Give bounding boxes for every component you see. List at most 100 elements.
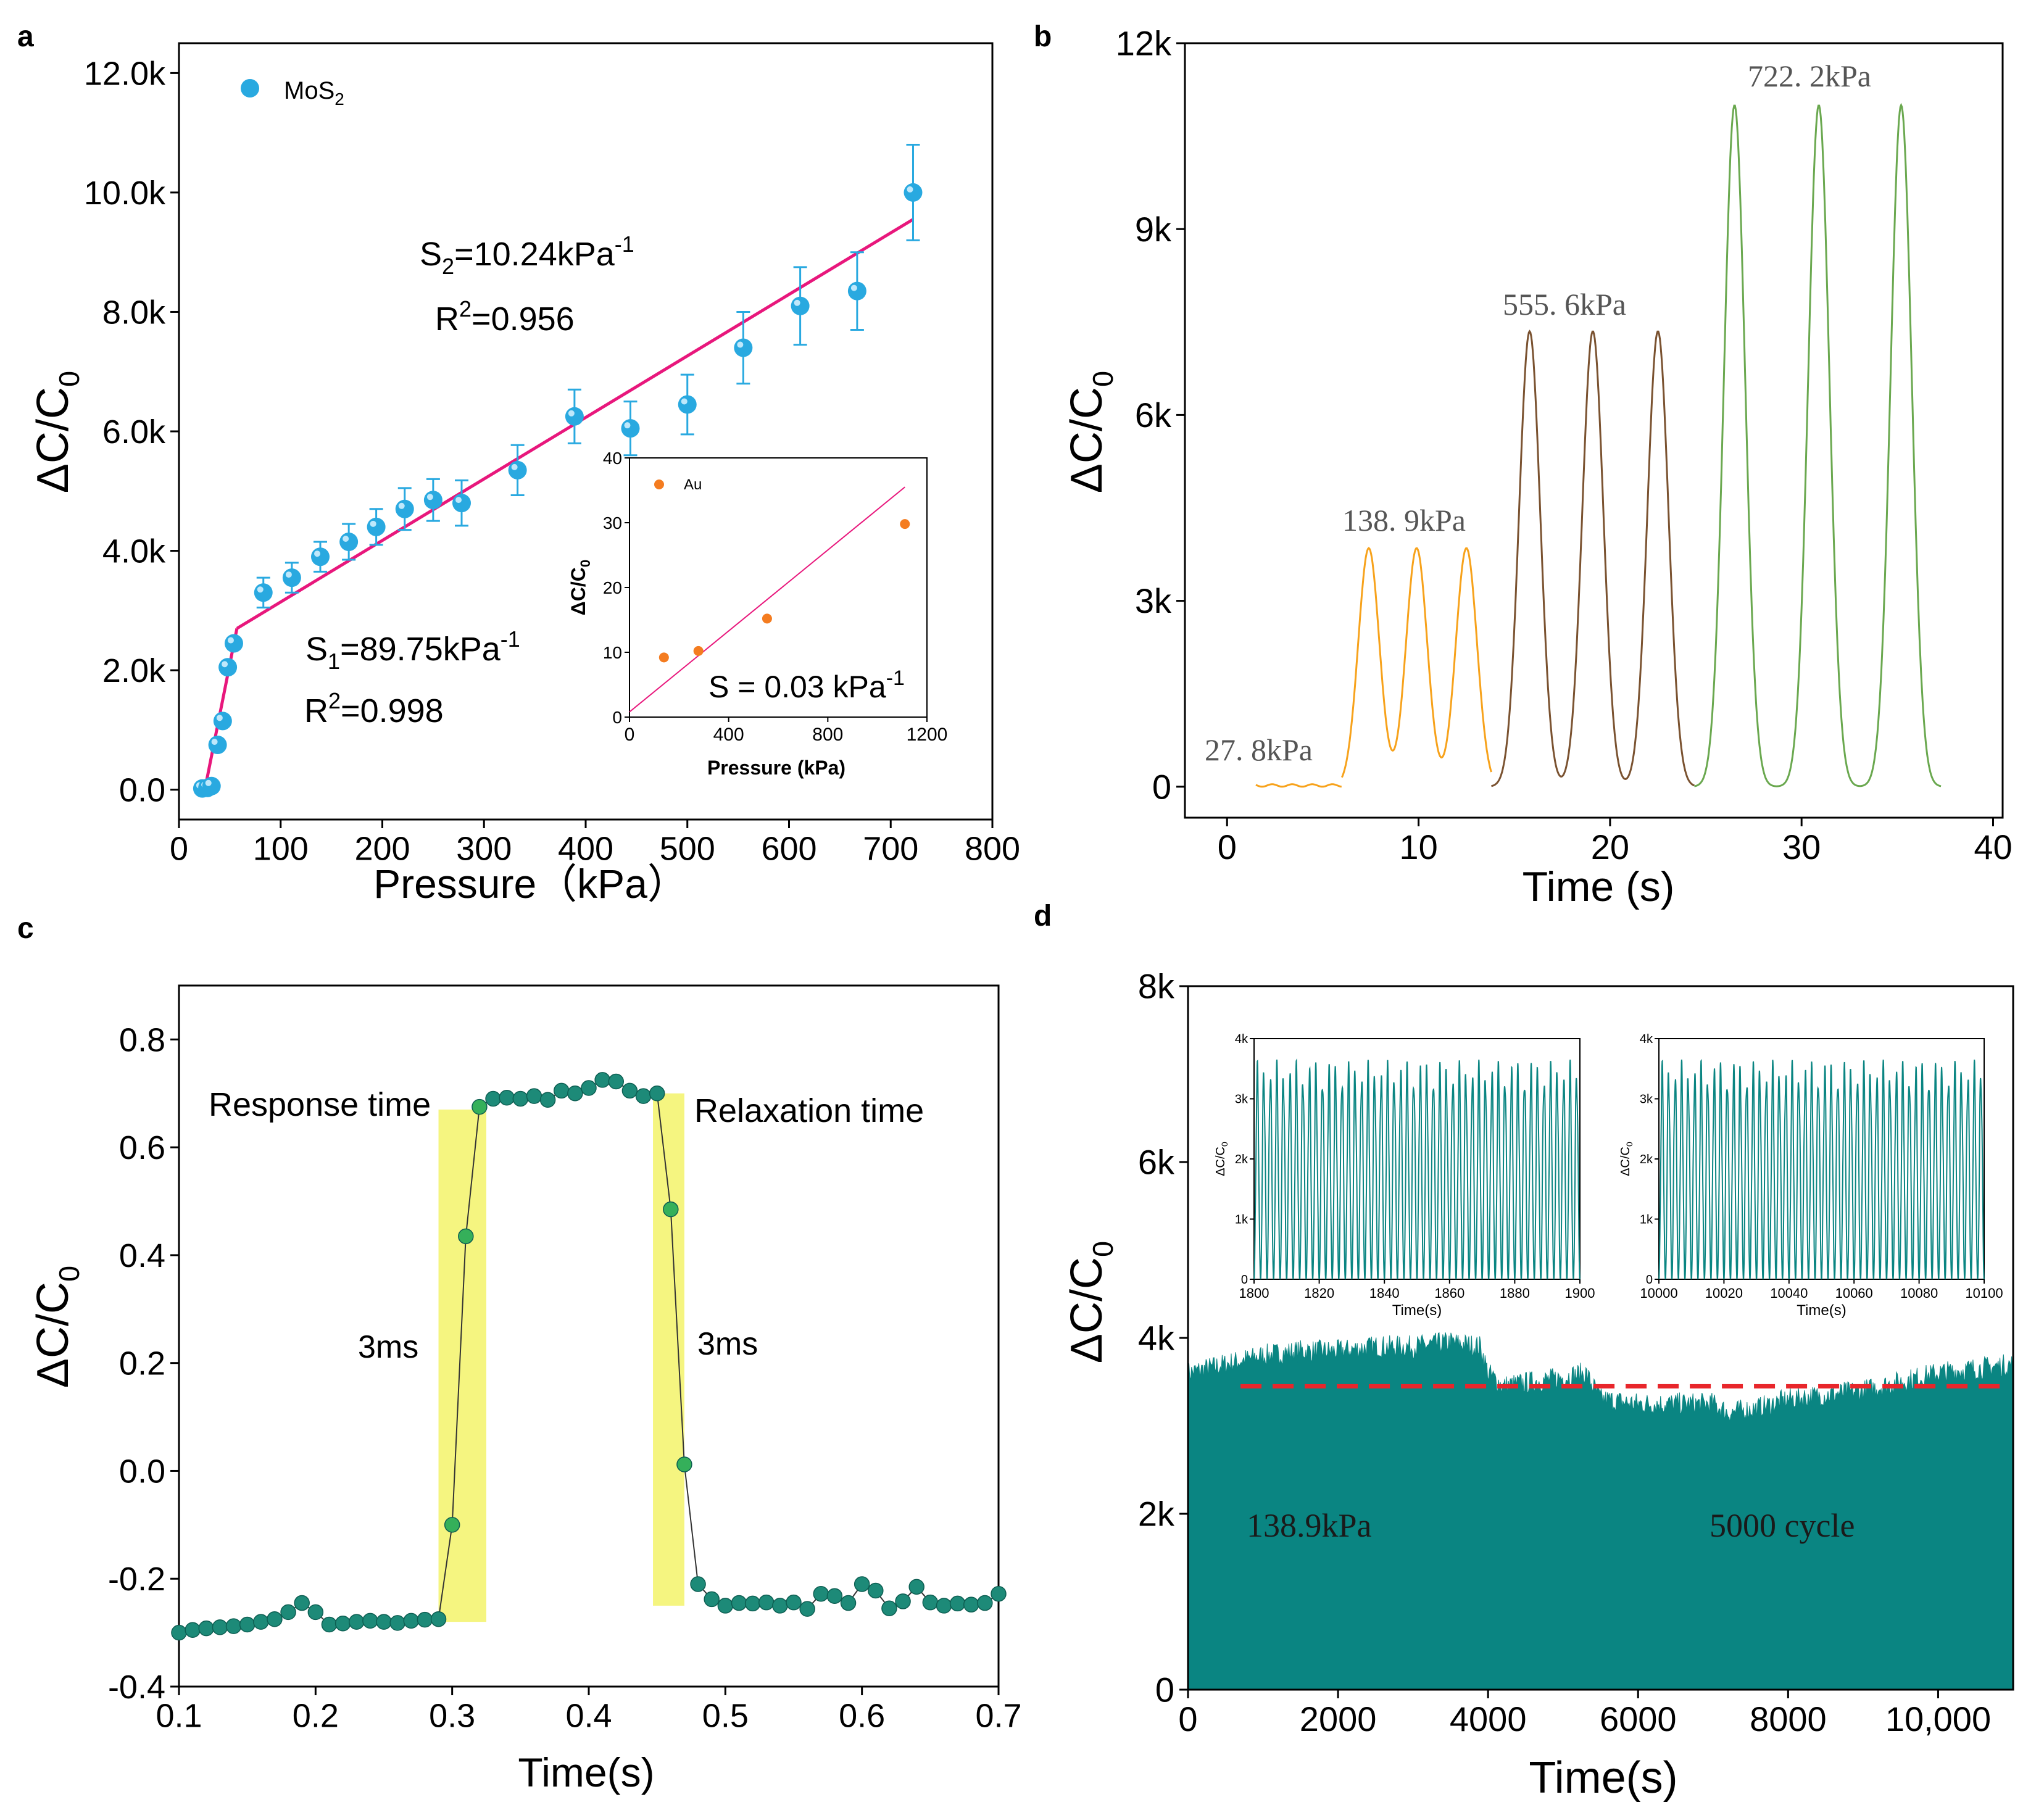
y-axis-label-a: ΔC/C0 [28,371,85,493]
data-point-c [362,1613,378,1629]
data-point-highlight [205,779,212,786]
data-point-c [594,1072,610,1088]
x-tick-label: 300 [456,830,512,867]
y-tick-label: 4k [1640,1032,1653,1046]
y-tick-label: 6k [1138,1143,1175,1182]
data-point-c [171,1624,187,1641]
fit-line-1 [204,628,239,787]
highlight-band-1 [438,1109,486,1622]
y-tick-label: 1k [1640,1213,1653,1227]
r2-top-annotation: R2=0.956 [435,296,575,338]
data-point-c [458,1228,474,1245]
y-tick-label: 0.0 [119,772,165,809]
x-tick-label: 400 [713,724,744,745]
y-tick-label: 3k [1640,1093,1653,1106]
y-tick-label: 2.0k [102,652,166,689]
legend-label-au: Au [684,476,702,493]
data-point-mos2 [508,460,527,479]
y-tick-label: 3k [1135,581,1172,620]
panel-label-a: a [17,20,34,53]
data-point-highlight [227,637,234,644]
inset-cycles-1: 1800 1820 1840 1860 1880 1900 0 1k 2k 3k 4k Time(s)… [1214,1032,1595,1319]
pressure-annotation: 138.9kPa [1247,1507,1372,1544]
x-tick-label: 0.5 [702,1697,749,1734]
y-tick-label: 0.0 [119,1453,165,1490]
y-tick-label: 0.8 [119,1021,165,1058]
s1-annotation: S1=89.75kPa-1 [305,626,520,674]
x-axis-label-c: Time(s) [518,1750,654,1795]
panel-label-d: d [1034,900,1052,932]
data-point-highlight [285,571,292,578]
data-point-mos2 [395,499,414,518]
y-tick-label: 0 [1155,1671,1174,1709]
data-point-c [868,1582,884,1599]
plot-frame [1184,42,2004,819]
x-tick-label: 20 [1591,828,1629,866]
x-tick-label: 0.3 [429,1697,475,1734]
x-tick-label: 0.1 [156,1697,202,1734]
series-line-138.9kPa [1341,547,1492,778]
data-point-highlight [681,398,688,405]
cycle-area [1187,1332,2014,1690]
data-point-c [526,1088,542,1104]
inset-y-axis-label: ΔC/C0 [567,560,593,615]
series-line-c [178,1079,999,1634]
x-tick-label: 0.7 [975,1697,1021,1734]
data-point-c [225,1618,242,1634]
y-tick-label: 9k [1135,210,1172,249]
x-tick-label: 10060 [1835,1285,1873,1301]
data-point-highlight [257,586,264,593]
x-tick-label: 500 [660,830,715,867]
data-point-c [294,1595,310,1611]
segment-label-27.8kPa: 27. 8kPa [1205,733,1313,767]
data-point-mos2 [224,634,243,653]
data-point-c [813,1585,829,1602]
inset-frame [629,457,928,718]
data-point-c [430,1611,447,1627]
segment-label-722.2kPa: 722. 2kPa [1748,59,1871,93]
data-point-mos2 [254,583,273,602]
x-tick-label: 100 [253,830,309,867]
data-point-au [762,613,772,624]
y-tick-label: 4k [1138,1319,1175,1358]
y-tick-label: 12.0k [84,55,166,92]
legend-marker-au [654,479,664,489]
data-point-c [512,1090,529,1107]
y-tick-label: 6.0k [102,413,166,450]
cycles-annotation: 5000 cycle [1710,1507,1855,1544]
legend-label-mos2: MoS2 [284,77,344,109]
data-point-c [826,1588,843,1604]
x-tick-label: 400 [558,830,613,867]
data-point-highlight [426,494,433,500]
data-point-c [307,1604,324,1621]
y-axis-label-c: ΔC/C0 [28,1266,85,1388]
relaxation-time-label: Relaxation time [694,1092,924,1129]
data-point-highlight [370,520,376,527]
x-axis-label-b: Time (s) [1523,863,1675,910]
x-tick-label: 0.6 [839,1697,885,1734]
inset-y-axis-label: ΔC/C0 [1214,1142,1229,1176]
x-tick-label: 1840 [1369,1285,1400,1301]
series-line-27.8kPa [1255,783,1342,788]
y-tick-label: 0.6 [119,1129,165,1166]
x-tick-label: 10,000 [1885,1700,1991,1738]
data-point-mos2 [734,338,753,357]
data-point-c [663,1201,679,1218]
data-point-mos2 [847,281,866,301]
data-point-highlight [850,284,857,291]
y-tick-label: 4k [1235,1032,1248,1046]
y-tick-label: 40 [603,449,622,468]
data-point-highlight [794,299,800,306]
data-point-mos2 [339,533,359,552]
x-axis-label-d: Time(s) [1529,1753,1677,1803]
data-point-c [676,1456,692,1472]
x-tick-label: 0 [625,724,635,745]
inset-x-axis-label: Time(s) [1797,1302,1846,1319]
data-point-c [991,1585,1007,1602]
x-tick-label: 0 [1178,1700,1197,1738]
segment-label-555.6kPa: 555. 6kPa [1503,287,1626,322]
y-tick-label: 3k [1235,1093,1248,1106]
data-point-c [854,1576,870,1592]
data-point-mos2 [367,517,386,536]
x-tick-label: 1800 [1239,1285,1269,1301]
